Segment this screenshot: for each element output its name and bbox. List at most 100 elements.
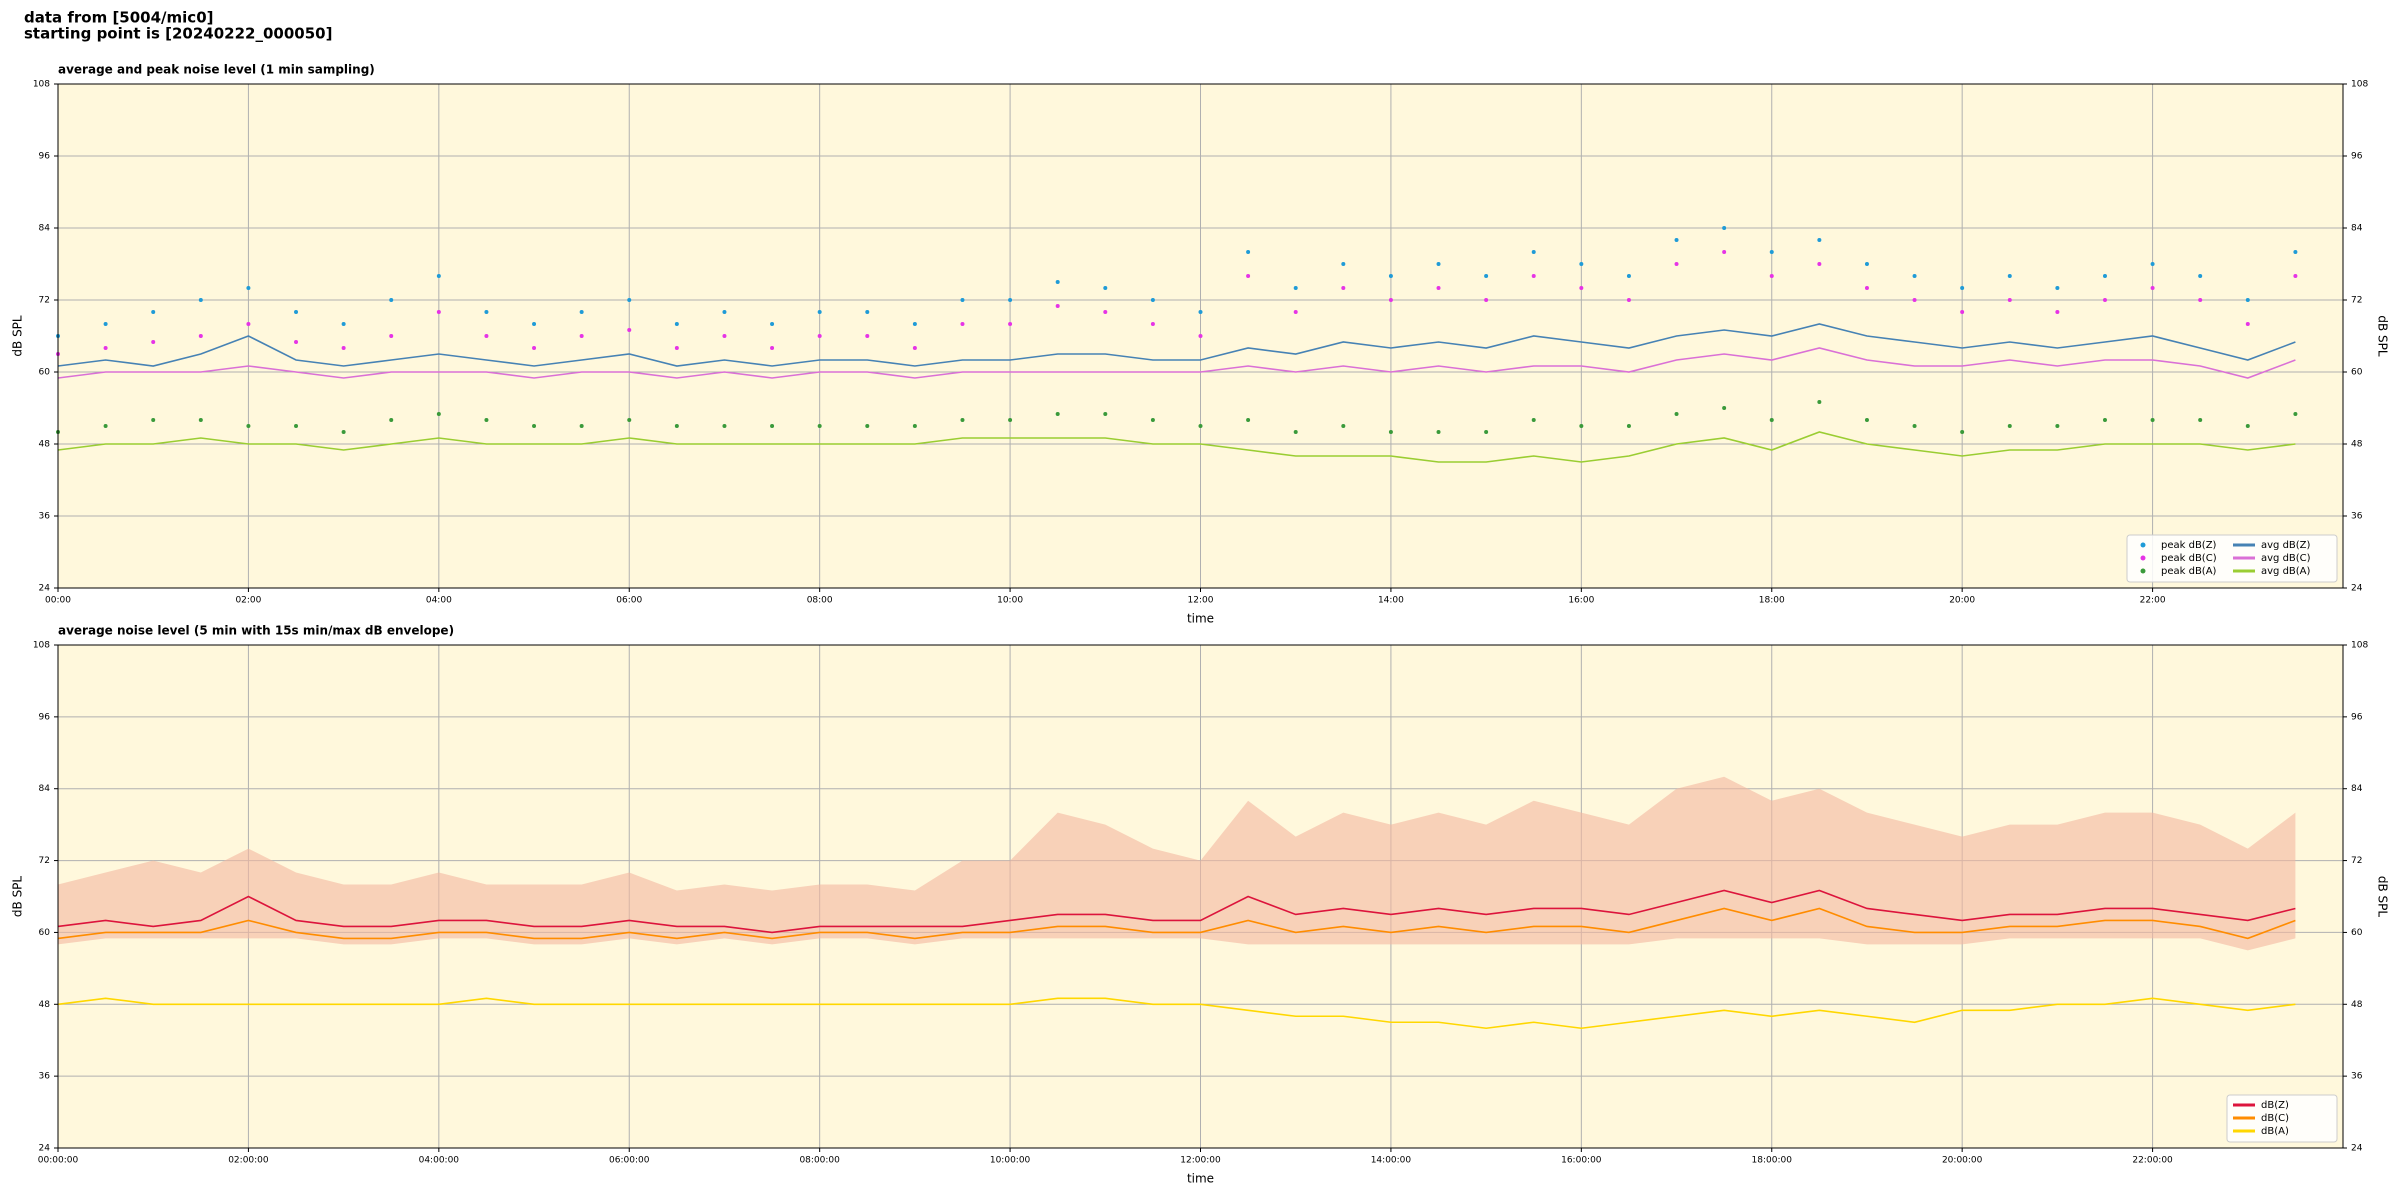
legend-label: avg dB(C) [2261,553,2311,564]
y-tick-label: 48 [39,1000,51,1010]
x-tick-label: 04:00 [426,596,452,606]
peak-point [2007,274,2012,278]
peak-point [294,424,299,428]
peak-point [1198,424,1203,428]
chart-title: average noise level (5 min with 15s min/… [58,624,454,638]
peak-point [1817,238,1822,242]
y-tick-label: 48 [39,440,51,450]
peak-point [1198,334,1203,338]
y-tick-label: 84 [2351,224,2363,234]
y-tick-label: 24 [2351,584,2363,594]
y-tick-label: 60 [39,928,51,938]
legend-label: avg dB(Z) [2261,540,2311,551]
peak-point [2102,418,2107,422]
legend-marker [2140,542,2146,548]
legend-box [2126,534,2338,583]
peak-point [1674,238,1679,242]
series-line [57,323,2296,367]
peak-point [1055,412,1060,416]
y-tick-label: 60 [2351,368,2363,378]
series-line [57,431,2296,463]
peak-point [2102,298,2107,302]
peak-point [1436,430,1441,434]
series-line [57,889,2296,934]
peak-point [1960,310,1965,314]
peak-point [579,310,584,314]
peak-point [817,424,822,428]
peak-point [2293,250,2298,254]
peak-point [103,346,108,350]
peak-point [2150,262,2155,266]
legend-label: dB(C) [2261,1113,2289,1124]
peak-point [1579,262,1584,266]
y-tick-label: 24 [39,1144,51,1154]
peak-point [1246,274,1251,278]
y-tick-label: 108 [2351,80,2368,90]
header-line: data from [5004/mic0] [24,9,214,27]
peak-point [294,340,299,344]
peak-point [674,346,679,350]
peak-point [484,334,489,338]
peak-point [1246,250,1251,254]
peak-point [1246,418,1251,422]
peak-point [341,430,346,434]
peak-point [198,418,203,422]
plot-frame [57,83,2344,589]
peak-point [2245,298,2250,302]
x-tick-label: 00:00 [45,596,71,606]
peak-point [1912,274,1917,278]
peak-point [1150,322,1155,326]
y-tick-label: 72 [2351,856,2362,866]
peak-point [1769,274,1774,278]
x-tick-label: 22:00:00 [2132,1156,2173,1166]
peak-point [246,322,251,326]
peak-point [770,322,775,326]
peak-point [1579,424,1584,428]
chart-title: average and peak noise level (1 min samp… [58,63,375,77]
peak-point [579,334,584,338]
x-tick-label: 08:00:00 [799,1156,840,1166]
x-tick-label: 02:00 [235,596,261,606]
peak-point [1103,286,1108,290]
peak-point [1912,298,1917,302]
peak-point [151,340,156,344]
x-tick-label: 16:00 [1568,596,1594,606]
peak-point [436,274,441,278]
legend-label: dB(A) [2261,1126,2289,1137]
series-line [57,347,2296,379]
peak-point [198,298,203,302]
x-tick-label: 08:00 [807,596,833,606]
y-tick-label: 84 [39,784,51,794]
peak-point [436,310,441,314]
peak-point [532,424,537,428]
peak-point [1531,250,1536,254]
y-axis-label: dB SPL [11,876,25,918]
legend-marker [2140,568,2146,574]
peak-point [1626,298,1631,302]
peak-point [865,310,870,314]
y-tick-label: 36 [2351,1072,2363,1082]
x-tick-label: 18:00:00 [1752,1156,1793,1166]
peak-point [1008,418,1013,422]
peak-point [912,322,917,326]
x-tick-label: 04:00:00 [419,1156,460,1166]
peak-point [1769,418,1774,422]
peak-point [1722,406,1727,410]
series-line [57,997,2296,1030]
peak-point [1531,418,1536,422]
peak-point [1055,280,1060,284]
peak-point [865,334,870,338]
peak-point [817,310,822,314]
peak-point [2150,418,2155,422]
y-tick-label: 84 [2351,784,2363,794]
peak-point [2150,286,2155,290]
x-tick-label: 10:00:00 [990,1156,1031,1166]
peak-point [1388,298,1393,302]
peak-point [151,418,156,422]
y-axis-label: dB SPL [11,315,25,357]
peak-point [1341,424,1346,428]
y-tick-label: 108 [33,641,50,651]
peak-point [722,424,727,428]
peak-point [1579,286,1584,290]
